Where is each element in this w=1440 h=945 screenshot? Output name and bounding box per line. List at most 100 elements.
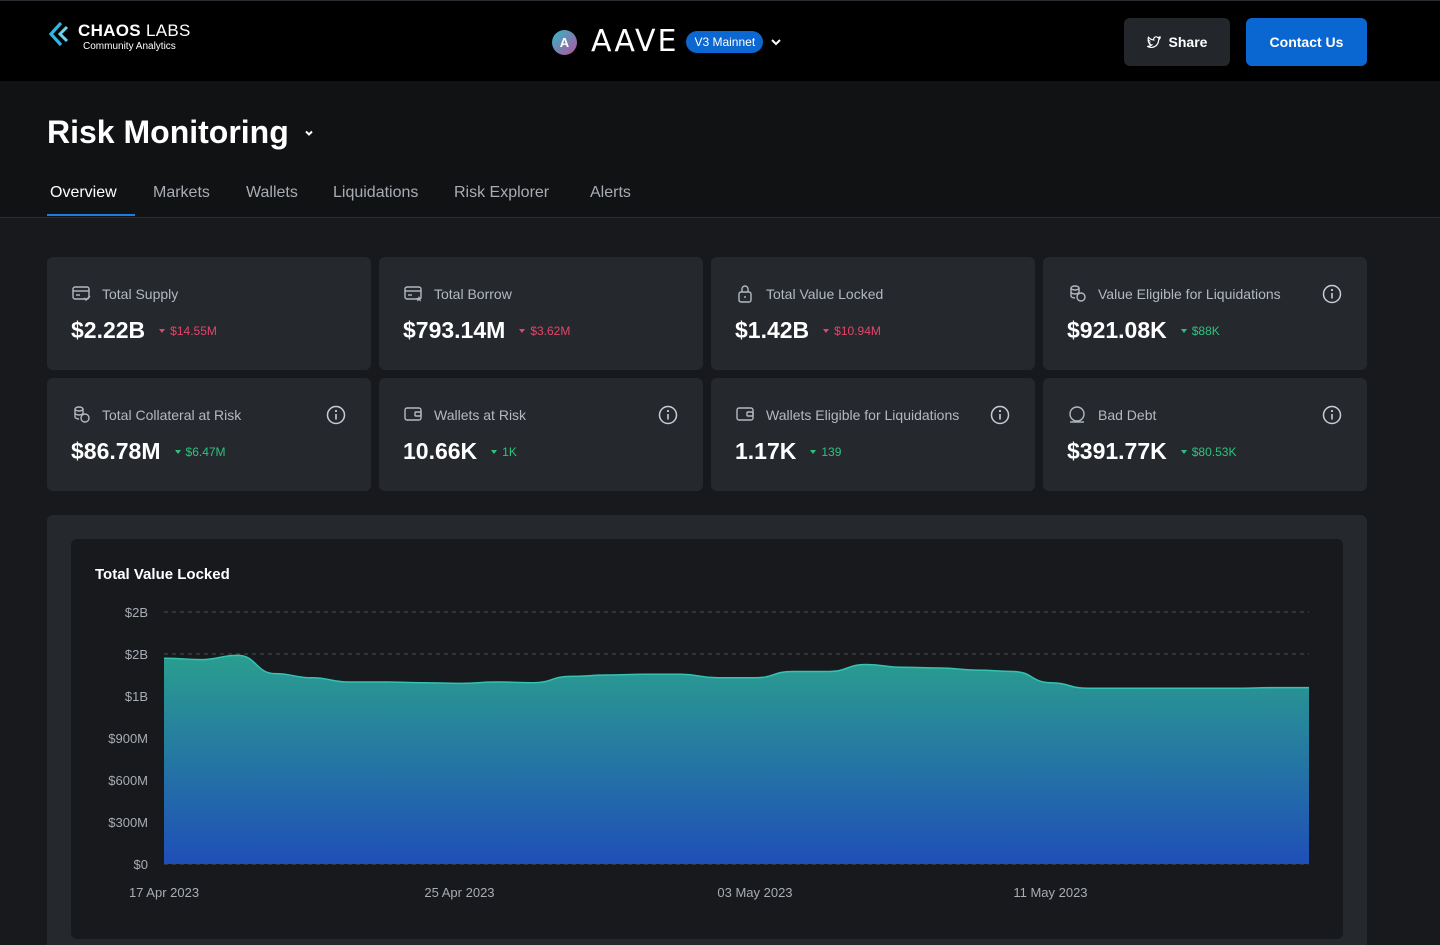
- chaos-labs-logo[interactable]: CHAOS LABS Community Analytics: [47, 21, 191, 53]
- tab-wallets[interactable]: Wallets: [246, 184, 298, 201]
- metric-label: Total Supply: [102, 286, 179, 302]
- caret-down-icon: [810, 449, 817, 454]
- metric-delta-value: $80.53K: [1191, 444, 1237, 459]
- tab-overview[interactable]: Overview: [50, 184, 117, 201]
- caret-down-icon: [519, 328, 526, 333]
- y-tick-label: $0: [134, 857, 148, 872]
- coins-icon: [1070, 285, 1086, 302]
- metric-delta-value: $3.62M: [530, 323, 571, 338]
- wallet-icon: [736, 407, 754, 421]
- contact-us-button[interactable]: Contact Us: [1246, 18, 1367, 66]
- chevron-down-icon: [305, 130, 313, 136]
- metric-value-row: 10.66K 1K: [403, 438, 517, 465]
- caret-down-icon: [174, 449, 181, 454]
- metric-value-row: $86.78M $6.47M: [71, 438, 226, 465]
- page-title-dropdown[interactable]: Risk Monitoring: [47, 114, 315, 151]
- top-navigation-bar: CHAOS LABS Community Analytics A AAVE V3…: [0, 0, 1440, 81]
- coins-icon: [74, 406, 90, 423]
- caret-down-icon: [1180, 449, 1187, 454]
- metric-value-row: $1.42B $10.94M: [735, 317, 881, 344]
- metric-card-header: Total Value Locked: [736, 284, 883, 304]
- metric-delta: $14.55M: [159, 324, 217, 338]
- metric-value-row: $921.08K $88K: [1067, 317, 1220, 344]
- metric-label: Wallets Eligible for Liquidations: [766, 407, 960, 423]
- metric-card-value-eligible-for-liquidations: Value Eligible for Liquidations $921.08K $…: [1043, 257, 1367, 370]
- share-button-label: Share: [1168, 34, 1208, 50]
- tvl-line: [163, 654, 1309, 690]
- metric-label: Wallets at Risk: [434, 407, 527, 423]
- page-title: Risk Monitoring: [47, 114, 289, 150]
- y-tick-label: $1B: [125, 689, 148, 704]
- tab-liquidations[interactable]: Liquidations: [333, 184, 419, 201]
- caret-down-icon: [823, 328, 830, 333]
- chain-badge[interactable]: V3 Mainnet: [686, 31, 764, 53]
- metric-card-wallets-eligible-for-liquidations: Wallets Eligible for Liquidations 1.17K 13…: [711, 378, 1035, 491]
- metric-card-header: Total Collateral at Risk: [72, 405, 241, 425]
- protocol-selector[interactable]: A AAVE V3 Mainnet: [552, 27, 783, 57]
- chart-panel: Total Value Locked $0 $300M $600M $900M $1B $…: [47, 515, 1367, 945]
- wallet-icon: [404, 407, 422, 421]
- metric-delta: $88K: [1180, 323, 1220, 338]
- chart-title: Total Value Locked: [95, 566, 230, 583]
- metric-card-bad-debt: Bad Debt $391.77K $80.53K: [1043, 378, 1367, 491]
- logo-subtitle: Community Analytics: [83, 41, 176, 52]
- metric-value: $86.78M: [71, 438, 161, 464]
- page-header: Risk Monitoring Overview Markets Wallets…: [0, 81, 1440, 218]
- metric-card-total-value-locked: Total Value Locked $1.42B $10.94M: [711, 257, 1035, 370]
- metric-value: 10.66K: [403, 438, 478, 464]
- metric-label: Bad Debt: [1098, 407, 1157, 423]
- metric-delta-value: $14.55M: [170, 323, 217, 338]
- aave-token-icon: A: [552, 29, 577, 55]
- metric-card-header: Bad Debt: [1068, 405, 1156, 425]
- y-tick-label: $2B: [125, 605, 148, 620]
- twitter-icon: [1146, 36, 1161, 48]
- tab-alerts[interactable]: Alerts: [590, 184, 631, 201]
- y-tick-label: $300M: [108, 815, 148, 830]
- y-tick-label: $900M: [108, 731, 148, 746]
- logo-title: CHAOS LABS: [78, 21, 191, 40]
- caret-down-icon: [491, 449, 498, 454]
- info-icon[interactable]: [658, 405, 678, 425]
- tab-risk-explorer[interactable]: Risk Explorer: [454, 184, 550, 201]
- metric-label: Total Value Locked: [766, 286, 884, 302]
- metric-delta: $10.94M: [823, 324, 881, 338]
- metric-card-header: Wallets at Risk: [404, 405, 526, 425]
- metric-card-header: Wallets Eligible for Liquidations: [736, 405, 959, 425]
- metric-label: Total Borrow: [434, 286, 512, 302]
- metric-card-total-collateral-at-risk: Total Collateral at Risk $86.78M $6.47M: [47, 378, 371, 491]
- supply-card-icon: [72, 286, 91, 301]
- info-icon[interactable]: [990, 405, 1010, 425]
- info-icon[interactable]: [1322, 405, 1342, 425]
- info-icon[interactable]: [1322, 284, 1342, 304]
- metric-delta: 139: [810, 445, 841, 459]
- metric-value: $921.08K: [1067, 317, 1167, 343]
- caret-down-icon: [159, 328, 166, 333]
- tvl-area: [164, 655, 1309, 864]
- metric-delta: $3.62M: [519, 324, 570, 338]
- active-tab-indicator: [47, 214, 135, 216]
- tvl-area-chart[interactable]: $0 $300M $600M $900M $1B $2B $2B 17 Apr 2023 25 …: [71, 539, 1343, 939]
- metric-delta: $6.47M: [174, 445, 226, 459]
- metric-card-total-supply: Total Supply $2.22B $14.55M: [47, 257, 371, 370]
- x-tick-label: 25 Apr 2023: [424, 885, 494, 900]
- metric-delta-value: $88K: [1191, 323, 1220, 338]
- tab-markets[interactable]: Markets: [153, 184, 210, 201]
- chevron-down-icon[interactable]: [769, 35, 783, 49]
- metric-card-header: Total Supply: [72, 284, 178, 304]
- info-icon[interactable]: [326, 405, 346, 425]
- caret-down-icon: [1180, 328, 1187, 333]
- bad-debt-icon: [1069, 406, 1085, 423]
- metric-card-total-borrow: Total Borrow $793.14M $3.62M: [379, 257, 703, 370]
- y-tick-label: $600M: [108, 773, 148, 788]
- metric-delta-value: 1K: [502, 444, 517, 459]
- metric-card-header: Total Borrow: [404, 284, 512, 304]
- share-button[interactable]: Share: [1124, 18, 1230, 66]
- lock-icon: [738, 285, 752, 303]
- chaos-labs-logo-icon: [48, 21, 69, 47]
- y-tick-label: $2B: [125, 647, 148, 662]
- metric-value: 1.17K: [735, 438, 797, 464]
- tvl-chart-card: Total Value Locked $0 $300M $600M $900M $1B $…: [71, 539, 1343, 939]
- metric-value: $391.77K: [1067, 438, 1167, 464]
- metric-value: $1.42B: [735, 317, 810, 343]
- metric-card-wallets-at-risk: Wallets at Risk 10.66K 1K: [379, 378, 703, 491]
